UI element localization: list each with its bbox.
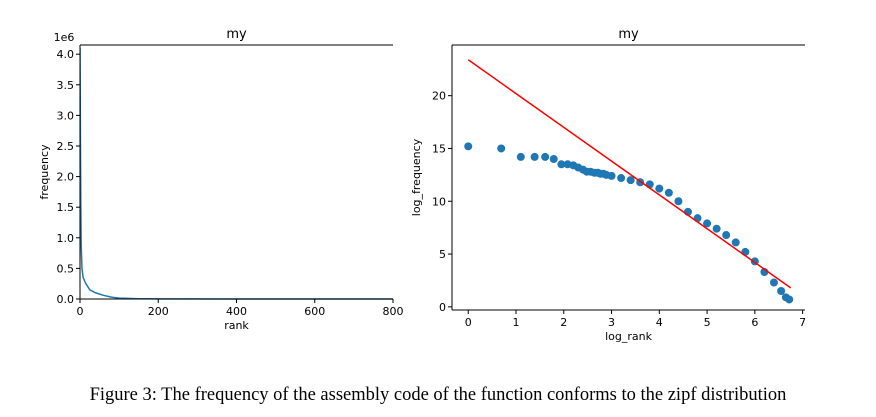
y-tick-label: 10	[432, 195, 446, 208]
data-point	[693, 214, 702, 223]
x-tick-label: 1	[513, 316, 520, 329]
data-point	[541, 152, 550, 161]
x-tick-label: 400	[226, 305, 247, 318]
data-point	[674, 197, 683, 206]
data-point	[777, 286, 786, 295]
data-point	[741, 247, 750, 256]
data-point	[617, 174, 626, 183]
x-axis-label: rank	[224, 319, 249, 332]
y-tick-label: 3.0	[57, 109, 75, 122]
chart-title: my	[226, 27, 247, 42]
data-point	[722, 231, 731, 240]
data-point	[769, 278, 778, 287]
y-tick-label: 1.5	[57, 201, 75, 214]
y-tick-label: 0.0	[57, 293, 75, 306]
data-point	[464, 142, 473, 151]
data-point	[549, 155, 558, 164]
plot-area	[80, 48, 393, 300]
plot-area	[464, 59, 794, 304]
x-tick-label: 4	[656, 316, 663, 329]
data-point	[626, 176, 635, 185]
chart-title: my	[618, 27, 639, 42]
data-point	[664, 188, 673, 197]
x-tick-label: 600	[304, 305, 325, 318]
y-tick-label: 5	[439, 248, 446, 261]
x-tick-label: 200	[148, 305, 169, 318]
x-axis-label: log_rank	[605, 330, 653, 343]
x-tick-label: 5	[704, 316, 711, 329]
data-point	[785, 295, 794, 304]
y-tick-label: 4.0	[57, 48, 75, 61]
data-point	[645, 180, 654, 189]
data-point	[731, 238, 740, 247]
axis-offset-label: 1e6	[54, 31, 75, 44]
data-point	[703, 219, 712, 228]
data-line	[80, 48, 393, 300]
data-point	[655, 184, 664, 193]
x-tick-label: 0	[77, 305, 84, 318]
y-tick-label: 20	[432, 90, 446, 103]
y-tick-label: 1.0	[57, 232, 75, 245]
y-axis-label: frequency	[38, 144, 51, 200]
x-tick-label: 3	[608, 316, 615, 329]
caption: Figure 3: The frequency of the assembly …	[90, 385, 787, 405]
x-tick-label: 800	[383, 305, 404, 318]
y-axis-label: log_frequency	[410, 138, 423, 216]
data-point	[497, 144, 506, 153]
y-tick-label: 3.5	[57, 79, 75, 92]
y-tick-label: 15	[432, 142, 446, 155]
x-tick-label: 6	[751, 316, 758, 329]
y-tick-label: 0.5	[57, 262, 75, 275]
data-point	[530, 152, 539, 161]
data-point	[516, 152, 525, 161]
y-tick-label: 2.5	[57, 140, 75, 153]
data-point	[607, 171, 616, 180]
chart-panel: 0 5 10 15 20 0 1 2 3 4 5 6 7 my log_rank log_frequency	[410, 27, 806, 343]
x-tick-label: 7	[799, 316, 806, 329]
y-tick-label: 0	[439, 301, 446, 314]
data-line	[467, 59, 792, 289]
y-tick-label: 2.0	[57, 171, 75, 184]
data-point	[712, 224, 721, 233]
x-tick-label: 2	[560, 316, 567, 329]
x-tick-label: 0	[465, 316, 472, 329]
chart-panel: 0.0 0.5 1.0 1.5 2.0 2.5 3.0 3.5 4.0 0 200 400 600 800…	[38, 27, 404, 332]
data-point	[557, 160, 566, 169]
